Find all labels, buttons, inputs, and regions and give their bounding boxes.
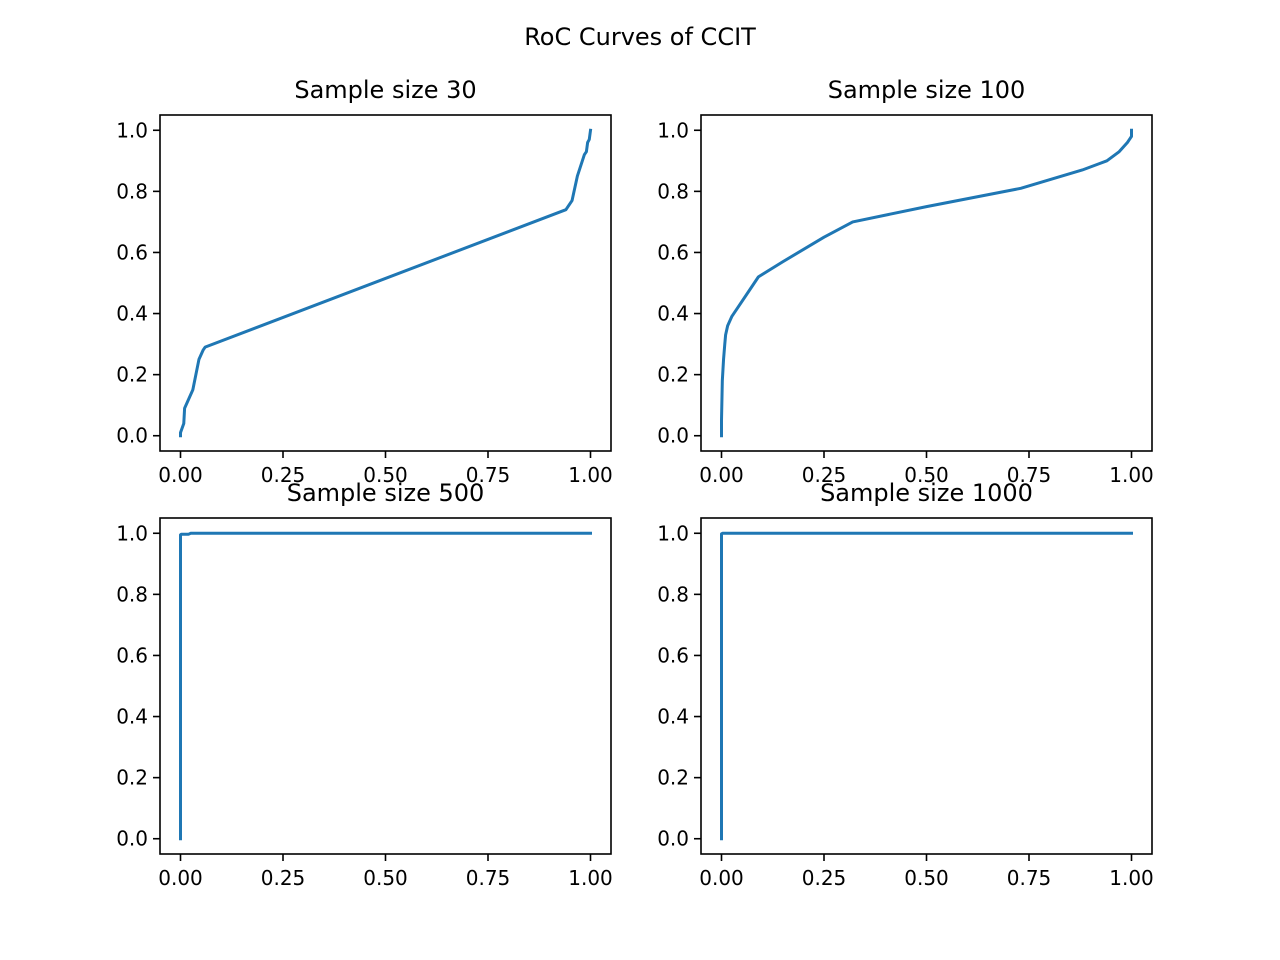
subplot-title: Sample size 500 [287,479,485,507]
x-tick-label: 0.75 [1007,866,1052,890]
subplot-2: 0.00 0.25 0.50 0.75 1.00 0.0 0.2 0.4 0.6 0.8 1.0 Sa… [657,76,1154,487]
y-tick-label: 0.2 [657,766,689,790]
x-tick-label: 0.25 [261,866,306,890]
x-tick-label: 0.00 [158,463,203,487]
x-tick-label: 0.25 [261,463,306,487]
y-tick-label: 0.2 [116,766,148,790]
y-tick-label: 0.6 [116,643,148,667]
y-tick-label: 0.0 [116,424,148,448]
y-tick-label: 0.2 [116,363,148,387]
x-tick-label: 0.75 [1007,463,1052,487]
y-tick-label: 0.4 [657,705,689,729]
x-tick-label: 1.00 [568,463,613,487]
subplot-4: 0.00 0.25 0.50 0.75 1.00 0.0 0.2 0.4 0.6 0.8 1.0 Sa… [657,479,1154,890]
y-tick-label: 0.6 [657,240,689,264]
figure-suptitle: RoC Curves of CCIT [524,23,756,51]
x-tick-label: 0.50 [904,463,949,487]
y-tick-label: 0.2 [657,363,689,387]
subplot-title: Sample size 30 [294,76,476,104]
x-tick-label: 0.00 [699,463,744,487]
x-tick-label: 0.75 [466,866,511,890]
y-tick-label: 0.8 [657,179,689,203]
subplot-grid: 0.00 0.25 0.50 0.75 1.00 0.0 0.2 0.4 0.6 0.8 1.0 Sa… [116,76,1154,890]
subplot-title: Sample size 100 [828,76,1026,104]
y-tick-label: 0.6 [657,643,689,667]
y-tick-label: 1.0 [116,118,148,142]
y-tick-label: 1.0 [657,521,689,545]
y-tick-label: 0.0 [657,827,689,851]
x-tick-label: 0.50 [363,866,408,890]
y-tick-label: 0.0 [657,424,689,448]
subplot-1: 0.00 0.25 0.50 0.75 1.00 0.0 0.2 0.4 0.6 0.8 1.0 Sa… [116,76,613,487]
y-tick-label: 0.0 [116,827,148,851]
y-tick-label: 1.0 [657,118,689,142]
x-tick-label: 0.50 [904,866,949,890]
subplot-title: Sample size 1000 [820,479,1033,507]
x-tick-label: 1.00 [1109,866,1154,890]
x-tick-label: 1.00 [1109,463,1154,487]
roc-curve-line [179,531,592,841]
roc-curve-line [179,128,593,438]
y-tick-label: 0.8 [657,582,689,606]
x-tick-label: 0.00 [158,866,203,890]
x-tick-label: 0.25 [802,463,847,487]
y-tick-label: 0.8 [116,179,148,203]
y-tick-label: 0.4 [116,705,148,729]
y-tick-label: 1.0 [116,521,148,545]
roc-curve-line [720,531,1133,841]
y-tick-label: 0.4 [116,302,148,326]
roc-curve-line [720,128,1133,438]
x-tick-label: 1.00 [568,866,613,890]
y-tick-label: 0.4 [657,302,689,326]
y-tick-label: 0.8 [116,582,148,606]
x-tick-label: 0.00 [699,866,744,890]
x-tick-label: 0.75 [466,463,511,487]
y-tick-label: 0.6 [116,240,148,264]
subplot-3: 0.00 0.25 0.50 0.75 1.00 0.0 0.2 0.4 0.6 0.8 1.0 Sa… [116,479,613,890]
x-tick-label: 0.25 [802,866,847,890]
x-tick-label: 0.50 [363,463,408,487]
